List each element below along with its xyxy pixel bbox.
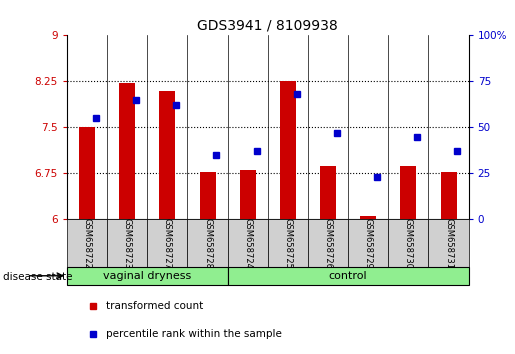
- Bar: [187, 219, 228, 267]
- Text: control: control: [329, 271, 368, 281]
- Title: GDS3941 / 8109938: GDS3941 / 8109938: [197, 19, 338, 33]
- Bar: [320, 166, 336, 219]
- Bar: [360, 216, 376, 219]
- Bar: [79, 127, 95, 219]
- Text: percentile rank within the sample: percentile rank within the sample: [106, 330, 282, 339]
- Text: GSM658727: GSM658727: [163, 218, 172, 269]
- Bar: [440, 172, 457, 219]
- Text: disease state: disease state: [3, 272, 72, 282]
- Bar: [107, 219, 147, 267]
- Bar: [228, 219, 268, 267]
- Text: GSM658723: GSM658723: [123, 218, 132, 269]
- Bar: [239, 170, 256, 219]
- Text: GSM658728: GSM658728: [203, 218, 212, 269]
- Bar: [119, 83, 135, 219]
- Bar: [228, 267, 469, 285]
- Bar: [388, 219, 428, 267]
- Bar: [159, 91, 176, 219]
- Bar: [348, 219, 388, 267]
- Bar: [67, 219, 107, 267]
- Text: GSM658724: GSM658724: [243, 218, 252, 269]
- Text: GSM658731: GSM658731: [444, 218, 453, 269]
- Bar: [308, 219, 348, 267]
- Bar: [400, 166, 417, 219]
- Bar: [428, 219, 469, 267]
- Text: transformed count: transformed count: [106, 301, 203, 311]
- Text: GSM658725: GSM658725: [283, 218, 293, 269]
- Text: vaginal dryness: vaginal dryness: [103, 271, 192, 281]
- Text: GSM658722: GSM658722: [82, 218, 92, 269]
- Bar: [67, 267, 228, 285]
- Bar: [280, 81, 296, 219]
- Bar: [147, 219, 187, 267]
- Bar: [268, 219, 308, 267]
- Bar: [199, 172, 216, 219]
- Text: GSM658729: GSM658729: [364, 218, 373, 269]
- Text: GSM658726: GSM658726: [323, 218, 333, 269]
- Text: GSM658730: GSM658730: [404, 218, 413, 269]
